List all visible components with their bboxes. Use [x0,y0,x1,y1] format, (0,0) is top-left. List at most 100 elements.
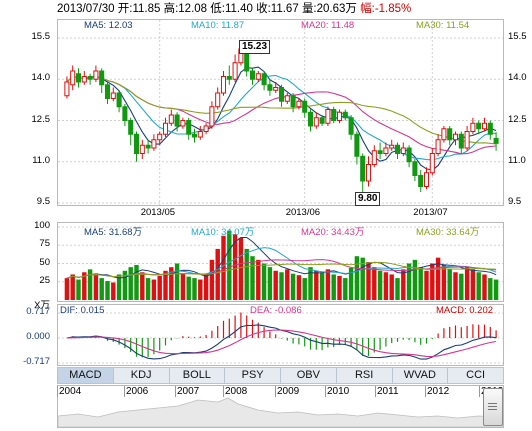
volume-ma5-line [66,237,497,279]
volume-bar [174,263,180,300]
volume-bar [64,278,70,300]
macd-y-tick: 0.000 [26,331,50,342]
indicator-tabs: MACD KDJ BOLL PSY OBV RSI WVAD CCI [57,367,504,384]
candle-body [261,73,267,86]
volume-bar [232,234,238,300]
tab-wvad[interactable]: WVAD [393,368,449,383]
price-chart-svg[interactable] [58,20,503,205]
volume-bar [476,272,481,300]
tab-macd[interactable]: MACD [58,368,114,383]
macd-chart-panel[interactable] [57,304,504,366]
tab-kdj[interactable]: KDJ [114,368,170,383]
candle-body [226,76,232,80]
candle-body [104,84,111,99]
macd-dea-label: DEA: -0.086 [250,305,302,316]
volume-bar [354,256,360,300]
volume-bar [215,248,220,300]
volume-bar [105,281,110,300]
candle-body [360,155,366,182]
candle-body [93,70,99,80]
volume-bar [325,269,331,300]
timeline-range-handle[interactable] [483,388,503,426]
tab-psy[interactable]: PSY [225,368,281,383]
volume-ma-label-1: MA10: 34.07万 [191,227,255,238]
volume-bar [435,257,441,300]
price-y-tick-left: 12.5 [31,113,51,125]
volume-bar [412,259,418,300]
price-y-tick-right: 9.5 [508,196,522,207]
volume-bar [470,269,476,300]
candle-body [168,114,174,124]
candle-body [342,111,348,119]
candle-body [365,164,372,182]
volume-bar [459,273,464,300]
tab-obv[interactable]: OBV [281,368,337,383]
volume-bar [279,272,284,300]
tab-cci[interactable]: CCI [466,369,486,381]
timeline-year: 2004 [57,386,82,397]
volume-bar [244,248,249,300]
price-x-tick: 2013/06 [285,207,321,218]
volume-chart-panel[interactable] [57,222,504,302]
candle-body [470,122,476,132]
volume-bar [401,269,406,300]
candle-body [255,73,261,80]
candle-body [336,111,343,121]
timeline-navigator[interactable] [57,385,504,428]
volume-unit-label: X万 [34,300,50,311]
volume-y-tick: 75 [39,238,50,250]
candle-body [394,144,401,154]
candle-body [458,133,464,149]
candle-body [290,95,296,108]
volume-bar [227,230,232,300]
volume-bar [406,263,412,300]
macd-chart-svg[interactable] [58,305,503,365]
volume-bar [145,278,151,300]
volume-bar [221,235,226,300]
candle-body [162,122,169,135]
timeline-year: 2012 [425,386,450,397]
candle-body [116,92,122,108]
candle-body [481,122,488,130]
candle-body [64,81,70,97]
candle-body [215,92,221,108]
volume-bar [366,262,371,300]
candle-body [302,100,308,113]
candle-body [278,87,285,102]
volume-bar [250,256,255,300]
macd-dea-line [66,329,497,358]
volume-bar [134,264,139,300]
price-y-tick-left: 11.0 [32,154,50,166]
volume-bar [82,272,87,300]
price-chart-panel[interactable] [57,19,504,206]
candle-body [70,70,76,86]
volume-bar [70,274,75,300]
tab-boll[interactable]: BOLL [170,368,226,383]
candle-body [383,147,389,154]
volume-bar [267,267,273,300]
volume-chart-svg[interactable] [58,223,503,301]
candle-body [197,131,203,138]
volume-bar [482,274,487,300]
candle-body [464,131,470,149]
volume-bar [198,279,203,300]
quote-change: 幅:-1.85% [360,3,412,15]
tab-rsi[interactable]: RSI [337,368,393,383]
price-ma-label-2: MA20: 11.48 [301,20,355,31]
volume-ma-label-2: MA20: 34.43万 [301,227,365,238]
volume-bar [348,267,354,300]
volume-bar [238,237,244,300]
timeline-year: 2011 [375,386,399,397]
price-y-tick-left: 9.5 [36,196,50,207]
candle-body [191,133,198,138]
candle-body [412,161,418,176]
volume-y-tick: 100 [34,220,50,231]
candle-body [110,92,116,99]
candle-body [354,133,360,157]
candle-body [296,100,302,108]
candle-body [133,133,140,154]
candle-body [267,84,273,91]
volume-bar [418,267,423,300]
candle-body [441,128,447,141]
volume-bar [360,257,365,300]
